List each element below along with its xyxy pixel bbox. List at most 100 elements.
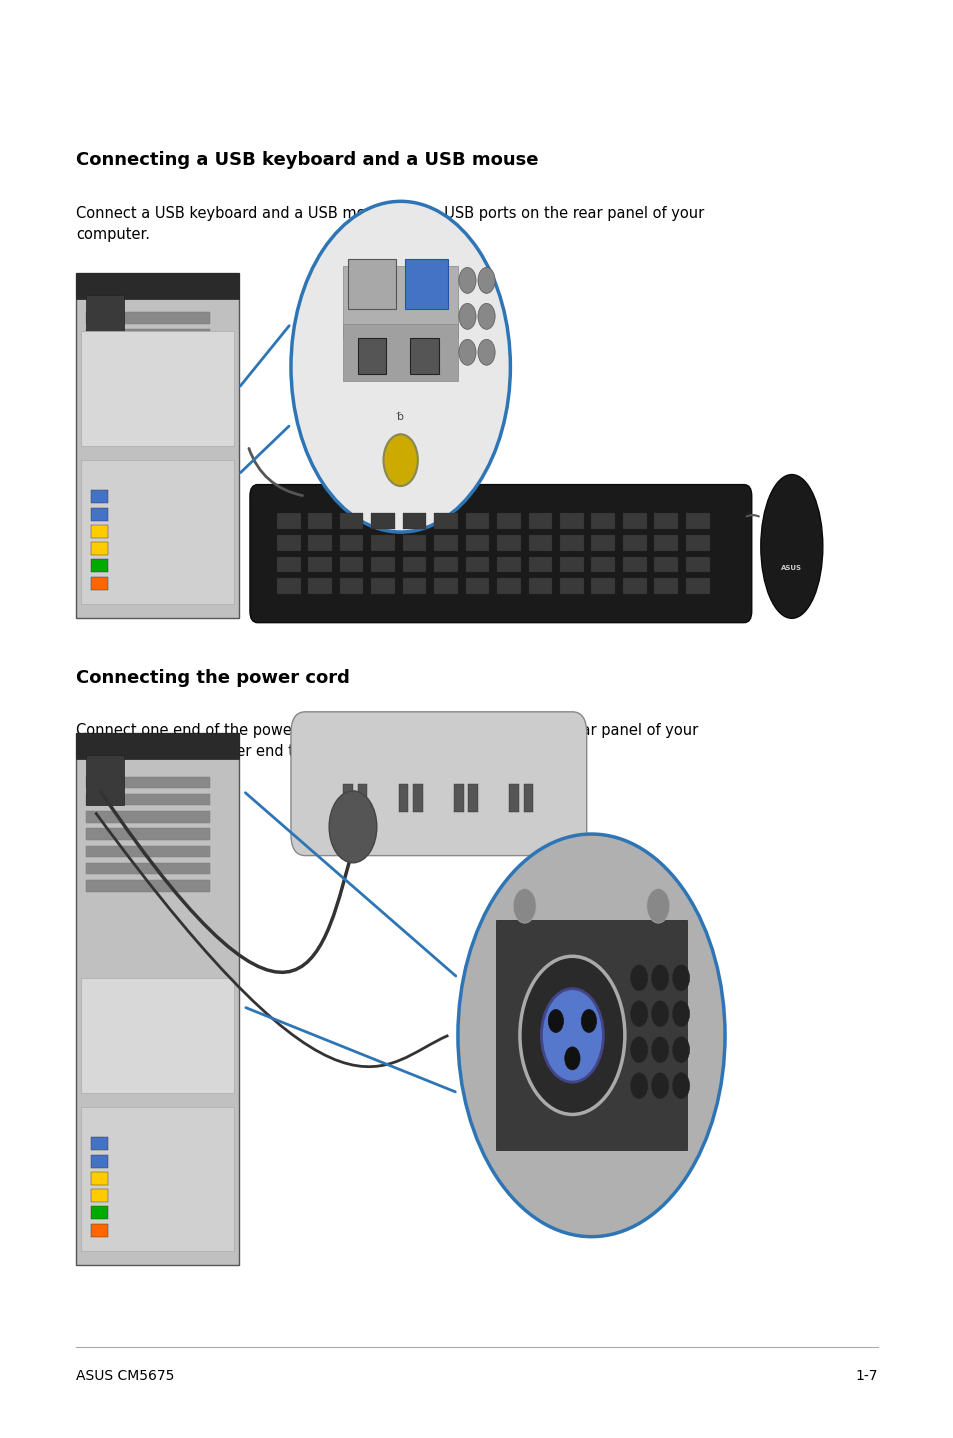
Bar	[357, 784, 367, 812]
Text: Connecting the power cord: Connecting the power cord	[76, 669, 350, 687]
Circle shape	[651, 1037, 668, 1063]
Circle shape	[646, 889, 669, 923]
Bar	[410, 338, 438, 374]
Ellipse shape	[540, 989, 602, 1081]
Bar	[91, 1172, 108, 1185]
Bar	[591, 557, 615, 572]
Circle shape	[457, 834, 724, 1237]
Bar	[86, 755, 124, 805]
Bar	[357, 338, 386, 374]
Bar	[91, 559, 108, 572]
Bar	[86, 329, 210, 341]
Bar	[591, 535, 615, 551]
Bar	[465, 578, 489, 594]
Bar	[465, 535, 489, 551]
Bar	[76, 733, 238, 759]
Bar	[402, 578, 426, 594]
Text: ␢: ␢	[396, 413, 404, 421]
Circle shape	[477, 267, 495, 293]
Bar	[528, 513, 552, 529]
Bar	[348, 259, 395, 309]
Bar	[86, 364, 210, 375]
Bar	[86, 347, 210, 358]
Bar	[497, 513, 520, 529]
Circle shape	[651, 965, 668, 991]
Bar	[86, 846, 210, 857]
Circle shape	[651, 1073, 668, 1099]
Circle shape	[651, 1001, 668, 1027]
Bar	[454, 784, 463, 812]
Bar	[654, 535, 678, 551]
Circle shape	[513, 889, 536, 923]
Bar	[528, 578, 552, 594]
Bar	[339, 513, 363, 529]
Bar	[308, 557, 332, 572]
Bar	[622, 513, 646, 529]
Bar	[276, 557, 300, 572]
Bar	[339, 578, 363, 594]
Bar	[559, 578, 583, 594]
Bar	[86, 863, 210, 874]
Bar	[591, 513, 615, 529]
Bar	[81, 331, 233, 446]
Bar	[81, 978, 233, 1093]
Bar	[76, 273, 238, 299]
Bar	[654, 513, 678, 529]
Circle shape	[672, 965, 689, 991]
Bar	[434, 513, 457, 529]
Bar	[497, 578, 520, 594]
Bar	[371, 535, 395, 551]
Bar	[654, 578, 678, 594]
Circle shape	[329, 791, 376, 863]
Bar	[86, 777, 210, 788]
Bar	[559, 513, 583, 529]
Bar	[402, 535, 426, 551]
Bar	[497, 535, 520, 551]
Bar	[685, 513, 709, 529]
Bar	[91, 508, 108, 521]
Bar	[398, 784, 408, 812]
Bar	[276, 513, 300, 529]
Bar	[371, 513, 395, 529]
Bar	[343, 784, 353, 812]
Bar	[343, 324, 457, 381]
Text: Connect a USB keyboard and a USB mouse to the USB ports on the rear panel of you: Connect a USB keyboard and a USB mouse t…	[76, 206, 704, 242]
Bar	[86, 381, 210, 393]
Bar	[402, 557, 426, 572]
Bar	[81, 460, 233, 604]
Bar	[276, 535, 300, 551]
Bar	[465, 513, 489, 529]
Circle shape	[630, 1037, 647, 1063]
Bar	[91, 1224, 108, 1237]
Bar	[559, 557, 583, 572]
Bar	[523, 784, 533, 812]
Bar	[308, 535, 332, 551]
Bar	[91, 1137, 108, 1150]
Bar	[86, 811, 210, 823]
Bar	[91, 1155, 108, 1168]
Bar	[591, 578, 615, 594]
Circle shape	[672, 1001, 689, 1027]
Bar	[91, 525, 108, 538]
Bar	[468, 784, 477, 812]
Text: 1-7: 1-7	[854, 1369, 877, 1383]
Bar	[81, 1107, 233, 1251]
Circle shape	[548, 1009, 563, 1032]
Text: ASUS: ASUS	[781, 565, 801, 571]
Circle shape	[477, 303, 495, 329]
Bar	[76, 273, 238, 618]
FancyBboxPatch shape	[291, 712, 586, 856]
Bar	[86, 416, 210, 427]
Bar	[434, 578, 457, 594]
Bar	[496, 920, 686, 1150]
Bar	[276, 578, 300, 594]
Bar	[91, 577, 108, 590]
Circle shape	[291, 201, 510, 532]
Bar	[528, 557, 552, 572]
Bar	[86, 398, 210, 410]
Circle shape	[672, 1037, 689, 1063]
Circle shape	[458, 267, 476, 293]
Text: ASUS CM5675: ASUS CM5675	[76, 1369, 174, 1383]
FancyBboxPatch shape	[250, 485, 751, 623]
Bar	[308, 578, 332, 594]
